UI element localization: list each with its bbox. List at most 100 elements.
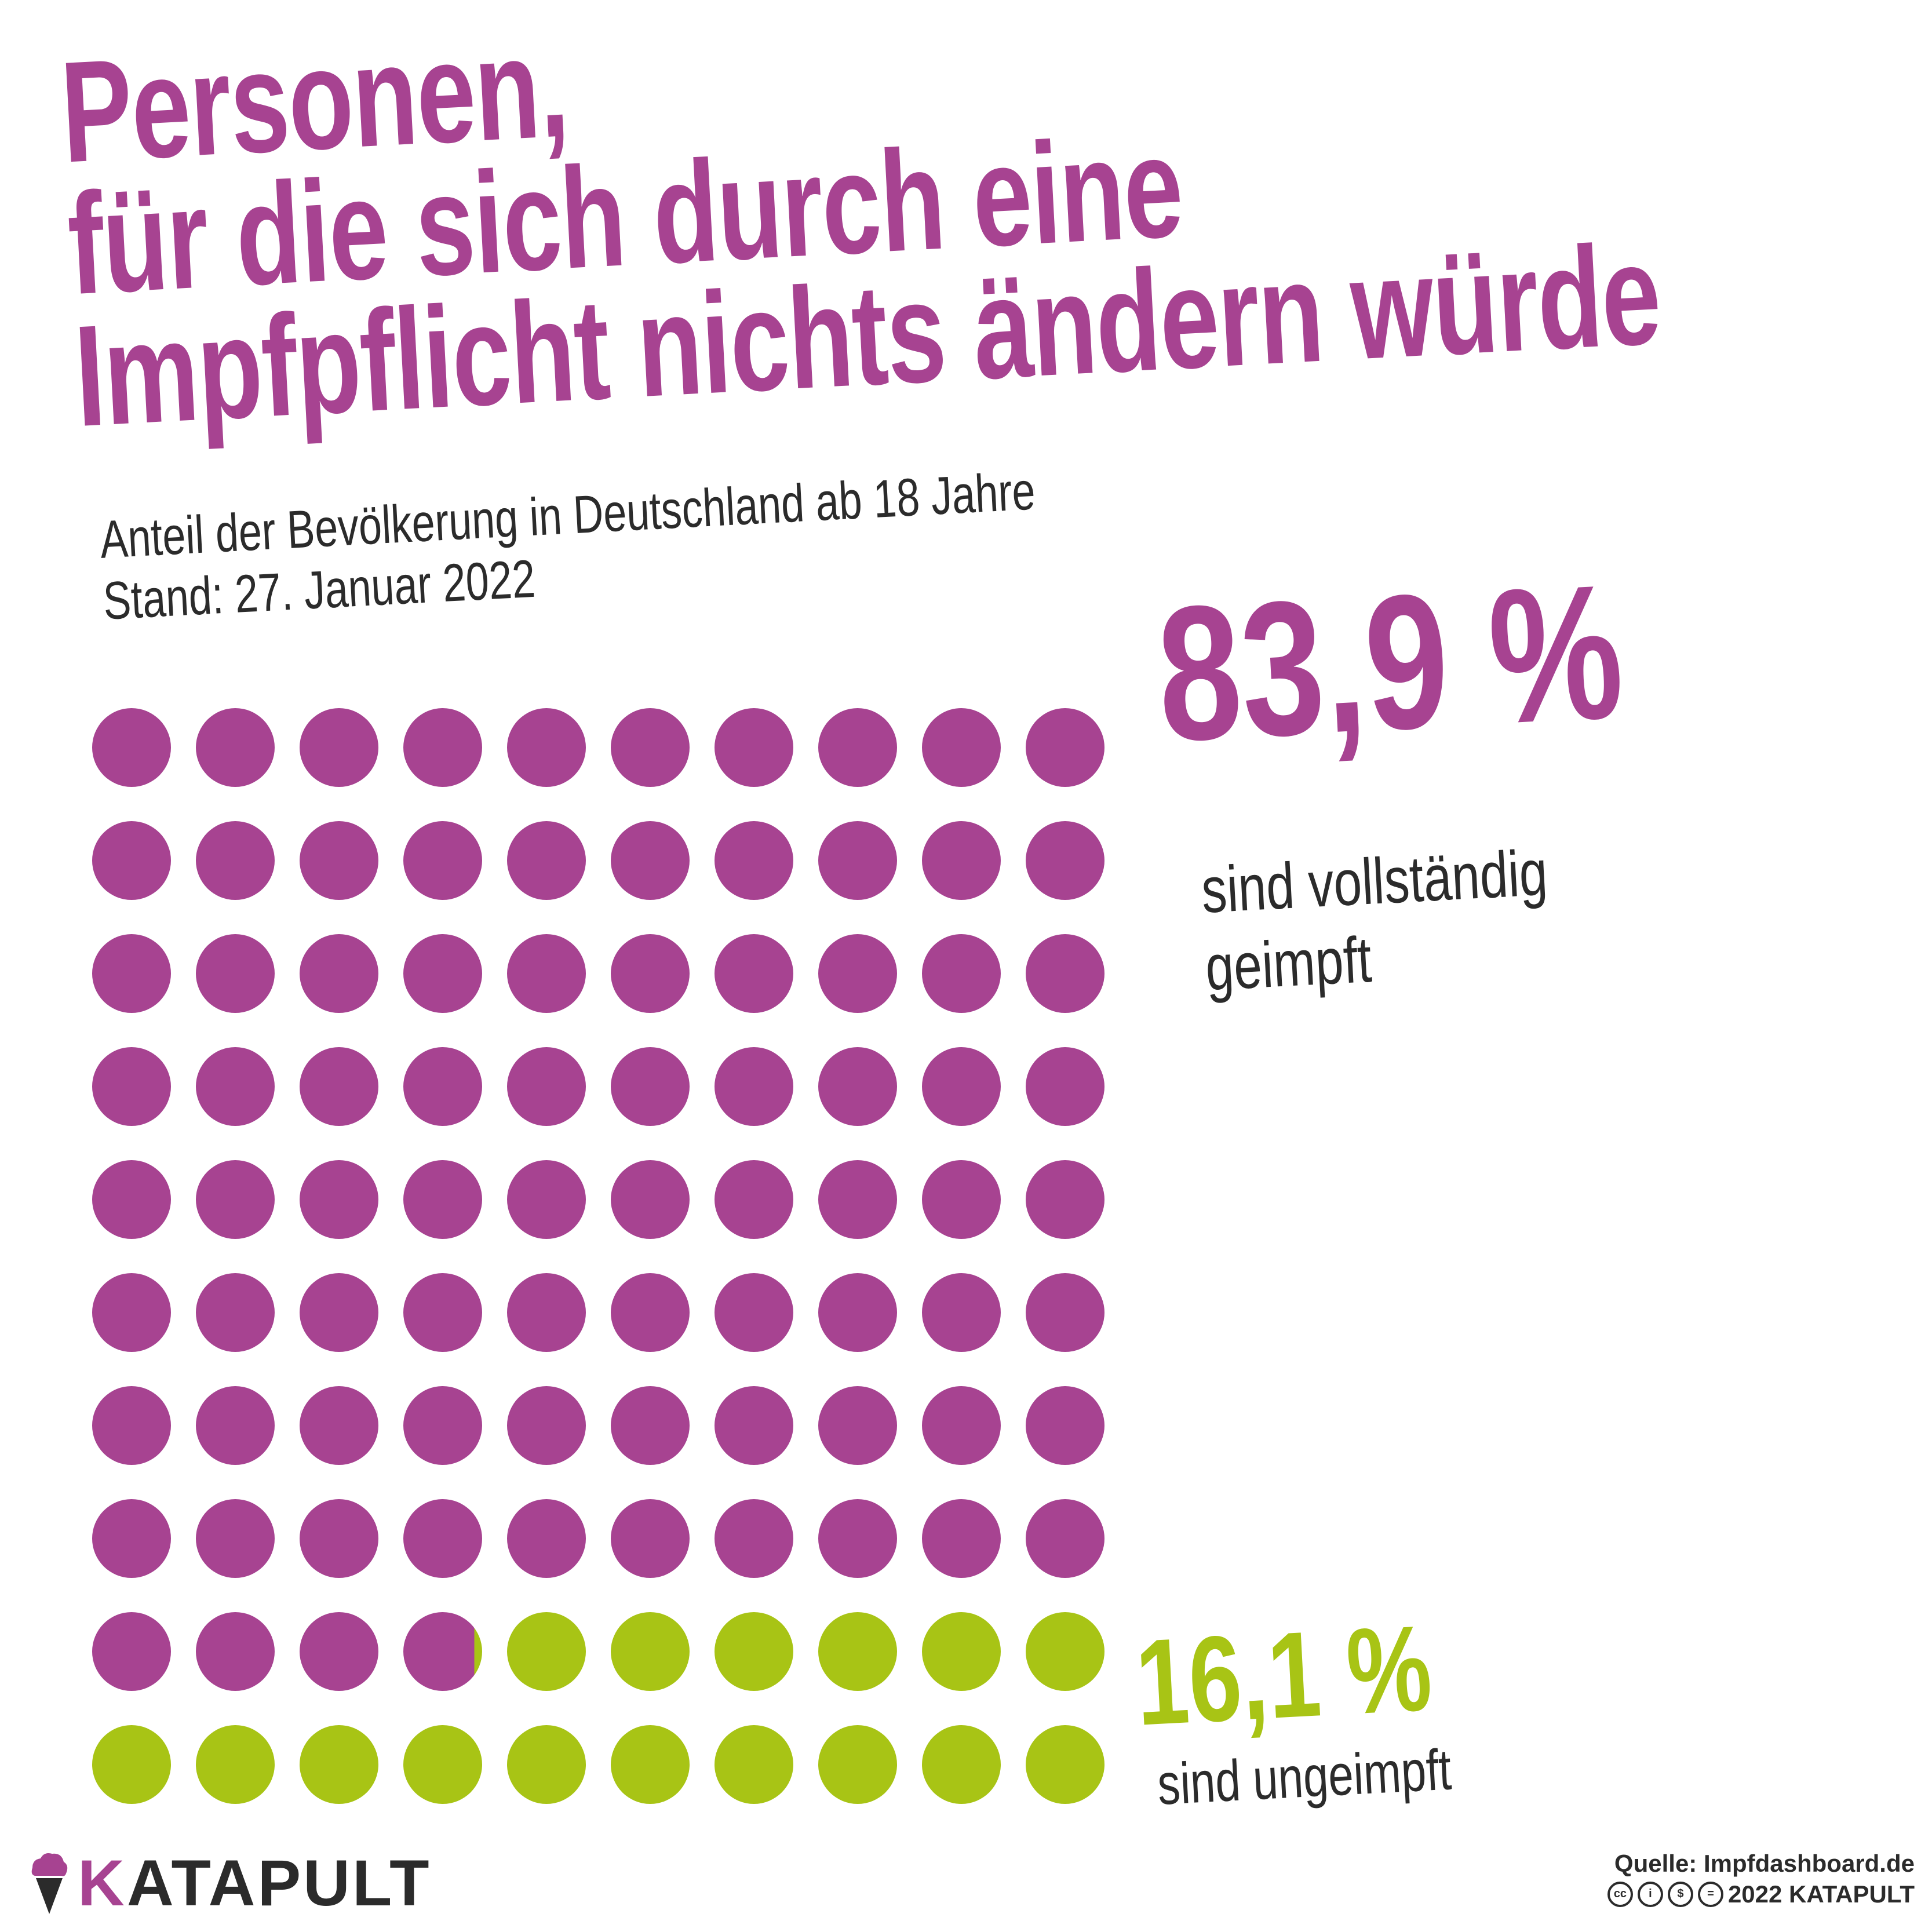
waffle-dot-vaccinated [196,934,275,1013]
waffle-dot-vaccinated [922,708,1001,787]
waffle-dot-vaccinated [1026,821,1104,900]
waffle-dot-vaccinated [611,821,690,900]
copyright-text: 2022 KATAPULT [1727,1880,1915,1908]
waffle-dot-vaccinated [715,1273,793,1352]
cc-icon: cc [1607,1881,1633,1907]
katapult-logo: KATAPULT [29,1851,432,1916]
waffle-dot-vaccinated [818,1499,897,1578]
source-credit: Quelle: Impfdashboard.de cc i $ = 2022 K… [1607,1849,1915,1909]
waffle-dot-vaccinated [922,821,1001,900]
waffle-dot-unvaccinated [818,1612,897,1691]
waffle-dot-vaccinated [715,708,793,787]
source-text: Quelle: Impfdashboard.de [1614,1850,1915,1877]
waffle-dot-unvaccinated [300,1725,378,1804]
waffle-dot-vaccinated [818,821,897,900]
waffle-dot-unvaccinated [1026,1612,1104,1691]
waffle-dot-unvaccinated [715,1725,793,1804]
waffle-dot-vaccinated [1026,1160,1104,1239]
waffle-dot-vaccinated [611,1273,690,1352]
waffle-dot-unvaccinated [611,1725,690,1804]
waffle-dot-vaccinated [92,1047,171,1126]
waffle-dot-vaccinated [403,1160,482,1239]
waffle-dot-vaccinated [92,708,171,787]
waffle-dot-vaccinated [715,1047,793,1126]
waffle-dot-vaccinated [300,934,378,1013]
logo-letter-k: K [78,1847,127,1919]
waffle-dot-vaccinated [1026,1499,1104,1578]
waffle-dot-unvaccinated [715,1612,793,1691]
waffle-dot-vaccinated [922,1047,1001,1126]
waffle-dot-vaccinated [403,1386,482,1465]
waffle-dot-vaccinated [300,1499,378,1578]
waffle-dot-vaccinated [196,708,275,787]
waffle-dot-vaccinated [403,934,482,1013]
waffle-dot-vaccinated [507,934,586,1013]
waffle-dot-vaccinated [300,1386,378,1465]
waffle-dot-vaccinated [196,1273,275,1352]
nd-icon: = [1697,1881,1723,1907]
waffle-dot-vaccinated [403,1273,482,1352]
waffle-dot-unvaccinated [507,1612,586,1691]
waffle-dot-vaccinated [507,1273,586,1352]
ice-cream-icon [31,1853,68,1914]
waffle-dot-vaccinated [1026,934,1104,1013]
waffle-dot-vaccinated [300,1273,378,1352]
waffle-dot-vaccinated [92,1160,171,1239]
waffle-dot-vaccinated [300,1160,378,1239]
waffle-dot-vaccinated [715,934,793,1013]
waffle-dot-vaccinated [507,821,586,900]
waffle-dot-vaccinated [818,708,897,787]
vaccinated-percent: 83,9 % [1152,544,1628,782]
waffle-dot-unvaccinated [403,1725,482,1804]
waffle-dot-unvaccinated [196,1725,275,1804]
waffle-dot-vaccinated [1026,708,1104,787]
license-row: cc i $ = 2022 KATAPULT [1607,1879,1915,1910]
waffle-dot-vaccinated [300,1612,378,1691]
waffle-dot-vaccinated [92,934,171,1013]
waffle-dot-vaccinated [1026,1386,1104,1465]
unvaccinated-label: sind ungeimpft [1155,1737,1453,1817]
waffle-dot-vaccinated [92,821,171,900]
waffle-dot-vaccinated [300,708,378,787]
waffle-dot-unvaccinated [818,1725,897,1804]
waffle-dot-unvaccinated [922,1725,1001,1804]
waffle-dot-vaccinated [715,1499,793,1578]
waffle-dot-vaccinated [403,1047,482,1126]
unvaccinated-percent: 16,1 % [1132,1599,1435,1751]
waffle-dot-vaccinated [611,1160,690,1239]
waffle-dot-vaccinated [196,1386,275,1465]
waffle-dot-split [403,1612,482,1691]
waffle-dot-vaccinated [300,821,378,900]
waffle-dot-vaccinated [507,1386,586,1465]
waffle-dot-vaccinated [818,1047,897,1126]
logo-letters: ATAPULT [126,1847,432,1919]
waffle-dot-vaccinated [715,1386,793,1465]
waffle-dot-unvaccinated [611,1612,690,1691]
waffle-dot-vaccinated [196,1612,275,1691]
waffle-dot-vaccinated [715,1160,793,1239]
waffle-dot-vaccinated [507,1499,586,1578]
waffle-dot-unvaccinated [507,1725,586,1804]
by-icon: i [1637,1881,1663,1907]
waffle-dot-unvaccinated [922,1612,1001,1691]
waffle-dot-vaccinated [92,1386,171,1465]
waffle-dot-unvaccinated [92,1725,171,1804]
waffle-dot-vaccinated [507,1047,586,1126]
waffle-dot-vaccinated [611,934,690,1013]
waffle-dot-vaccinated [611,708,690,787]
waffle-dot-vaccinated [611,1047,690,1126]
waffle-dot-unvaccinated [1026,1725,1104,1804]
vaccinated-label: sind vollständig geimpft [1200,829,1651,1007]
waffle-dot-vaccinated [403,821,482,900]
waffle-dot-vaccinated [922,1386,1001,1465]
waffle-dot-vaccinated [611,1386,690,1465]
waffle-dot-vaccinated [196,1047,275,1126]
waffle-dot-vaccinated [92,1273,171,1352]
waffle-dot-vaccinated [922,1499,1001,1578]
waffle-dot-vaccinated [403,1499,482,1578]
waffle-dot-vaccinated [922,1160,1001,1239]
waffle-dot-vaccinated [1026,1047,1104,1126]
waffle-dot-vaccinated [715,821,793,900]
waffle-dot-vaccinated [922,1273,1001,1352]
